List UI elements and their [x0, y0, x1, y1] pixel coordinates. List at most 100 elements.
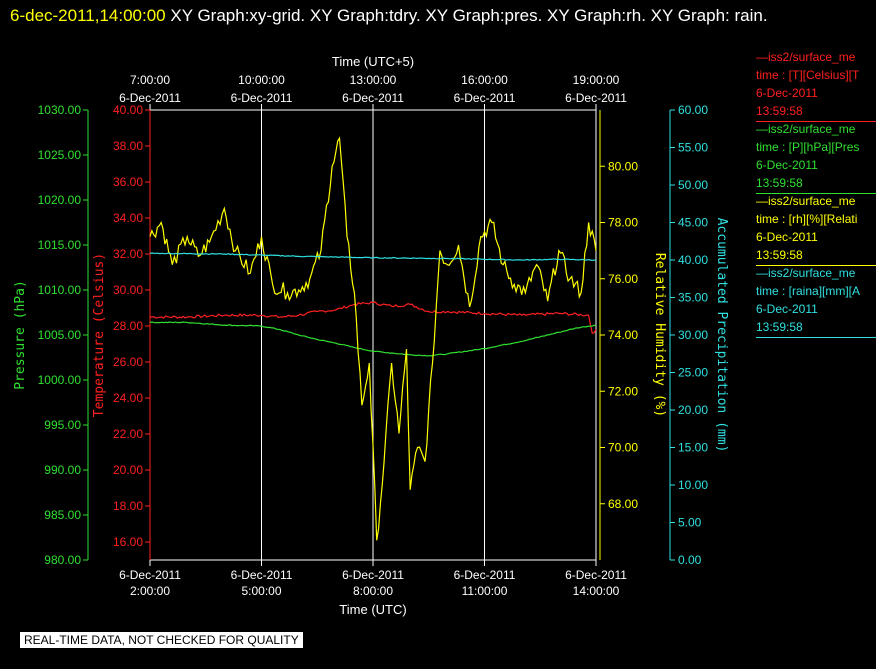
x-top-tick-date: 6-Dec-2011: [565, 91, 627, 105]
temperature-tick-label: 32.00: [113, 247, 143, 261]
pressure-tick-label: 985.00: [44, 508, 81, 522]
legend-line2: time : [rh][%][Relati: [756, 212, 858, 226]
x-top-tick-date: 6-Dec-2011: [454, 91, 516, 105]
legend-line4: 13:59:58: [756, 176, 803, 190]
pressure-tick-label: 990.00: [44, 463, 81, 477]
rh-tick-label: 70.00: [608, 441, 638, 455]
series-line-rh: [149, 136, 597, 541]
x-tick-date: 6-Dec-2011: [565, 568, 627, 582]
precip-tick-label: 50.00: [678, 178, 708, 192]
pressure-tick-label: 1025.00: [38, 148, 82, 162]
x-top-tick-time: 19:00:00: [573, 73, 620, 87]
legend-line2: time : [T][Celsius][T: [756, 68, 860, 82]
temperature-axis-label: Temperature (Celsius): [92, 253, 107, 417]
legend-line1: —iss2/surface_me: [756, 266, 856, 280]
precip-axis-label: Accumulated Precipitation (mm): [714, 218, 729, 453]
x-tick-time: 8:00:00: [353, 584, 393, 598]
series-line-pressure: [149, 321, 597, 357]
rh-tick-label: 68.00: [608, 497, 638, 511]
temperature-tick-label: 24.00: [113, 391, 143, 405]
x-top-tick-time: 16:00:00: [461, 73, 508, 87]
x-tick-date: 6-Dec-2011: [231, 568, 293, 582]
x-tick-time: 5:00:00: [241, 584, 281, 598]
pressure-tick-label: 1000.00: [38, 373, 82, 387]
legend-line2: time : [P][hPa][Pres: [756, 140, 860, 154]
precip-tick-label: 20.00: [678, 403, 708, 417]
legend-line1: —iss2/surface_me: [756, 50, 856, 64]
pressure-tick-label: 1020.00: [38, 193, 82, 207]
precip-tick-label: 30.00: [678, 328, 708, 342]
rh-tick-label: 78.00: [608, 216, 638, 230]
x-top-tick-date: 6-Dec-2011: [119, 91, 181, 105]
legend-line2: time : [raina][mm][A: [756, 284, 861, 298]
x-top-tick-time: 7:00:00: [130, 73, 170, 87]
temperature-tick-label: 30.00: [113, 283, 143, 297]
legend-separator: [756, 337, 876, 338]
rh-tick-label: 80.00: [608, 159, 638, 173]
header-timestamp: 6-dec-2011,14:00:00: [10, 6, 166, 25]
x-top-tick-time: 13:00:00: [350, 73, 397, 87]
precip-tick-label: 60.00: [678, 103, 708, 117]
precip-tick-label: 45.00: [678, 216, 708, 230]
temperature-tick-label: 36.00: [113, 175, 143, 189]
precip-tick-label: 40.00: [678, 253, 708, 267]
x-tick-date: 6-Dec-2011: [342, 568, 404, 582]
precip-tick-label: 5.00: [678, 516, 702, 530]
temperature-tick-label: 28.00: [113, 319, 143, 333]
series-line-precip: [149, 252, 597, 262]
precip-tick-label: 55.00: [678, 141, 708, 155]
pressure-tick-label: 1015.00: [38, 238, 82, 252]
rh-tick-label: 74.00: [608, 328, 638, 342]
rh-tick-label: 76.00: [608, 272, 638, 286]
header-title: 6-dec-2011,14:00:00 XY Graph:xy-grid. XY…: [10, 2, 850, 29]
legend-line1: —iss2/surface_me: [756, 122, 856, 136]
pressure-axis-label: Pressure (hPa): [13, 280, 28, 390]
temperature-tick-label: 26.00: [113, 355, 143, 369]
header-graph-list: XY Graph:xy-grid. XY Graph:tdry. XY Grap…: [165, 6, 768, 25]
legend-separator: [756, 265, 876, 266]
x-top-axis-label: Time (UTC+5): [332, 54, 414, 69]
legend-line3: 6-Dec-2011: [756, 302, 818, 316]
precip-tick-label: 15.00: [678, 441, 708, 455]
temperature-tick-label: 38.00: [113, 139, 143, 153]
x-top-tick-date: 6-Dec-2011: [231, 91, 293, 105]
legend-separator: [756, 121, 876, 122]
temperature-tick-label: 18.00: [113, 499, 143, 513]
legend-line4: 13:59:58: [756, 248, 803, 262]
pressure-tick-label: 1010.00: [38, 283, 82, 297]
precip-tick-label: 25.00: [678, 366, 708, 380]
rh-axis-label: Relative Humidity (%): [652, 253, 667, 417]
legend-line3: 6-Dec-2011: [756, 86, 818, 100]
temperature-tick-label: 40.00: [113, 103, 143, 117]
legend-line4: 13:59:58: [756, 320, 803, 334]
x-tick-date: 6-Dec-2011: [119, 568, 181, 582]
pressure-tick-label: 1030.00: [38, 103, 82, 117]
precip-tick-label: 35.00: [678, 291, 708, 305]
series-line-temperature: [150, 301, 597, 334]
temperature-tick-label: 34.00: [113, 211, 143, 225]
legend-line1: —iss2/surface_me: [756, 194, 856, 208]
legend-separator: [756, 193, 876, 194]
quality-note: REAL-TIME DATA, NOT CHECKED FOR QUALITY: [20, 632, 303, 648]
temperature-tick-label: 22.00: [113, 427, 143, 441]
legend-line3: 6-Dec-2011: [756, 230, 818, 244]
x-tick-time: 14:00:00: [573, 584, 620, 598]
x-tick-time: 2:00:00: [130, 584, 170, 598]
legend-line3: 6-Dec-2011: [756, 158, 818, 172]
precip-tick-label: 0.00: [678, 553, 702, 567]
legend-line4: 13:59:58: [756, 104, 803, 118]
temperature-tick-label: 20.00: [113, 463, 143, 477]
temperature-tick-label: 16.00: [113, 535, 143, 549]
x-tick-date: 6-Dec-2011: [454, 568, 516, 582]
pressure-tick-label: 980.00: [44, 553, 81, 567]
x-top-tick-date: 6-Dec-2011: [342, 91, 404, 105]
pressure-tick-label: 1005.00: [38, 328, 82, 342]
rh-tick-label: 72.00: [608, 384, 638, 398]
x-axis-label: Time (UTC): [339, 602, 406, 617]
x-tick-time: 11:00:00: [462, 584, 508, 598]
